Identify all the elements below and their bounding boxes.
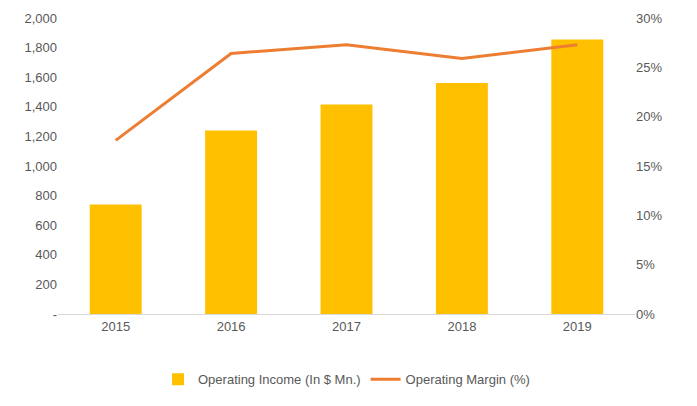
svg-text:Operating Margin (%): Operating Margin (%) [406, 372, 530, 387]
svg-text:2015: 2015 [101, 319, 130, 334]
svg-text:15%: 15% [636, 159, 662, 174]
svg-text:800: 800 [35, 188, 57, 203]
svg-text:1,000: 1,000 [24, 159, 57, 174]
svg-text:0%: 0% [636, 307, 655, 322]
svg-text:400: 400 [35, 247, 57, 262]
svg-text:1,600: 1,600 [24, 70, 57, 85]
svg-text:1,800: 1,800 [24, 40, 57, 55]
svg-text:2016: 2016 [217, 319, 246, 334]
svg-text:1,400: 1,400 [24, 99, 57, 114]
svg-text:30%: 30% [636, 11, 662, 26]
svg-text:5%: 5% [636, 257, 655, 272]
svg-text:2,000: 2,000 [24, 11, 57, 26]
svg-text:Operating Income (In $ Mn.): Operating Income (In $ Mn.) [198, 372, 361, 387]
svg-text:-: - [53, 307, 57, 322]
svg-text:10%: 10% [636, 208, 662, 223]
svg-text:20%: 20% [636, 109, 662, 124]
svg-text:2017: 2017 [332, 319, 361, 334]
svg-text:600: 600 [35, 218, 57, 233]
svg-text:25%: 25% [636, 60, 662, 75]
svg-text:200: 200 [35, 277, 57, 292]
svg-text:2018: 2018 [447, 319, 476, 334]
svg-text:2019: 2019 [563, 319, 592, 334]
svg-text:1,200: 1,200 [24, 129, 57, 144]
